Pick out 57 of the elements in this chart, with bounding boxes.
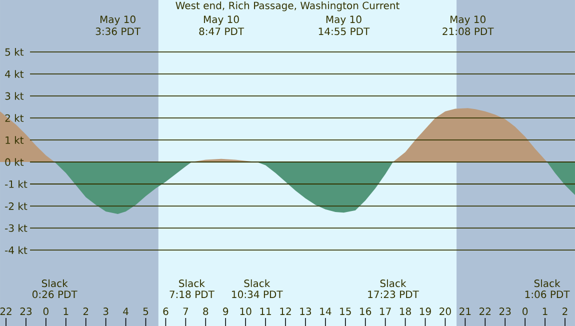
x-tick-label: 12: [280, 308, 291, 315]
x-tick-label: 1: [64, 308, 68, 315]
y-tick-label: 0 kt: [5, 158, 24, 166]
x-tick-label: 4: [123, 308, 128, 315]
y-tick-label: -3 kt: [5, 224, 28, 232]
x-tick-label: 11: [260, 308, 271, 315]
x-tick-label: 8: [203, 308, 208, 316]
x-tick-label: 23: [20, 308, 32, 316]
x-tick-label: 16: [360, 308, 372, 316]
annotation: May 10: [326, 16, 362, 26]
annotation: 3:36 PDT: [96, 28, 141, 36]
x-tick-label: 0: [522, 308, 528, 316]
annotation: Slack: [42, 279, 68, 288]
x-tick-label: 6: [163, 308, 168, 316]
annotation: 21:08 PDT: [442, 28, 494, 36]
x-tick-label: 7: [183, 308, 188, 315]
x-tick-label: 20: [440, 308, 451, 316]
annotation: 1:06 PDT: [525, 290, 570, 298]
annotation: Slack: [380, 279, 406, 288]
annotation: 17:23 PDT: [368, 290, 419, 298]
x-tick-label: 3: [103, 308, 108, 316]
x-tick-label: 10: [240, 308, 252, 316]
x-tick-label: 2: [83, 308, 88, 315]
x-tick-label: 9: [223, 308, 228, 316]
x-tick-label: 14: [320, 308, 332, 315]
x-tick-label: 22: [480, 308, 491, 315]
annotation: Slack: [534, 279, 560, 288]
y-tick-label: -1 kt: [5, 180, 28, 188]
annotation: May 10: [450, 16, 486, 26]
annotation: 8:47 PDT: [199, 28, 244, 36]
x-tick-label: 17: [380, 308, 391, 315]
y-tick-label: 5 kt: [5, 48, 24, 56]
x-tick-label: 1: [542, 308, 548, 315]
x-tick-label: 15: [340, 308, 351, 316]
x-tick-label: 18: [400, 308, 411, 316]
x-tick-label: 23: [499, 308, 511, 316]
annotation: 7:18 PDT: [170, 290, 214, 298]
x-tick-label: 13: [300, 308, 312, 316]
y-tick-label: -4 kt: [5, 246, 28, 254]
annotation: May 10: [100, 16, 136, 26]
annotation: 10:34 PDT: [232, 290, 283, 298]
annotation: Slack: [179, 279, 205, 288]
y-tick-label: 3 kt: [5, 92, 24, 100]
x-tick-label: 0: [43, 308, 48, 316]
annotation: 14:55 PDT: [318, 28, 370, 36]
y-tick-label: 4 kt: [5, 70, 24, 78]
annotation: May 10: [204, 16, 239, 26]
y-tick-label: 1 kt: [6, 136, 24, 144]
chart-title: West end, Rich Passage, Washington Current: [176, 2, 400, 12]
x-tick-label: 5: [143, 308, 148, 316]
annotation: 0:26 PDT: [32, 290, 78, 298]
x-tick-label: 22: [0, 308, 12, 315]
annotation: Slack: [244, 279, 270, 288]
y-tick-label: -2 kt: [5, 202, 28, 210]
x-tick-label: 2: [562, 308, 568, 315]
x-tick-label: 19: [420, 308, 431, 316]
x-tick-label: 21: [460, 308, 471, 315]
